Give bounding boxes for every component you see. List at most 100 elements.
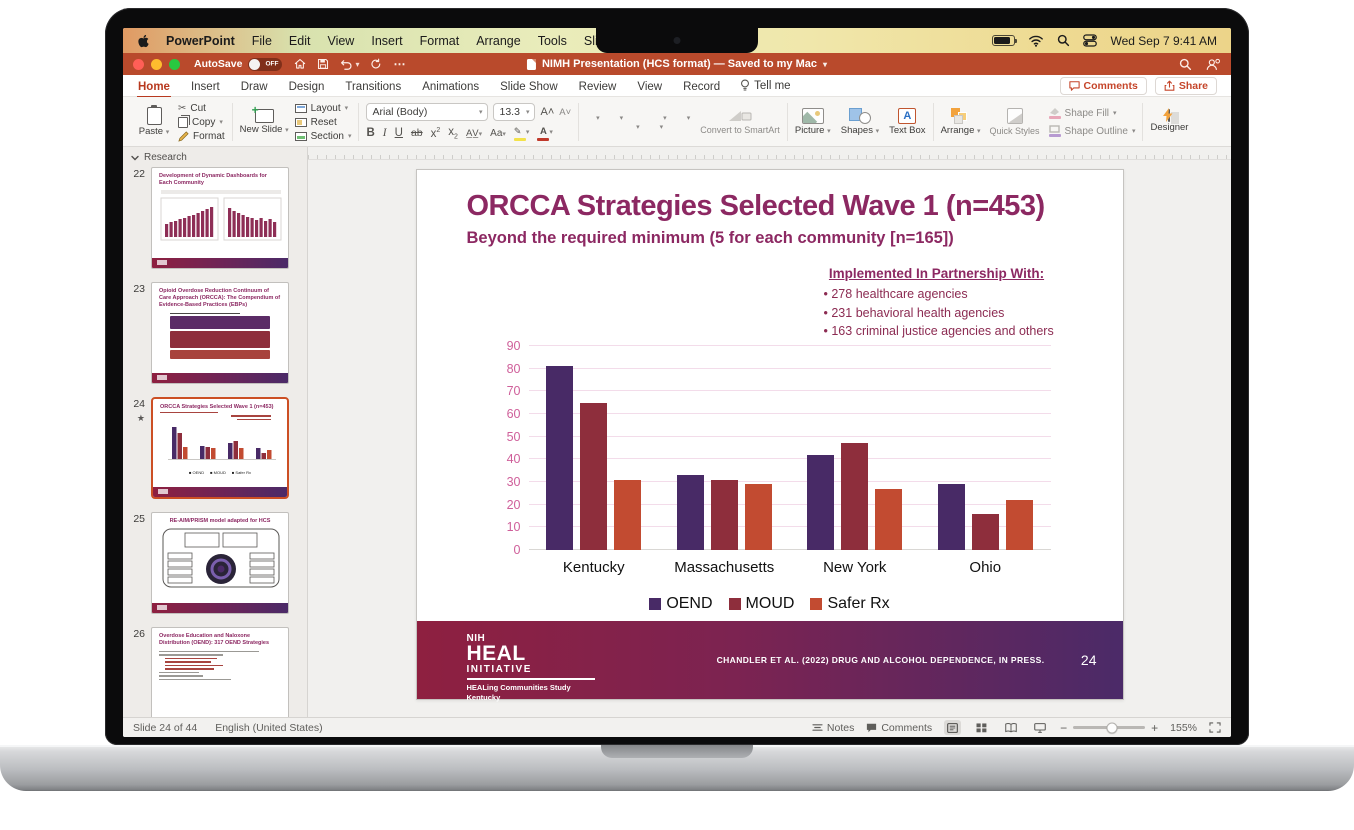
paste-button[interactable]: Paste ▾ xyxy=(136,104,172,137)
section-header[interactable]: Research xyxy=(123,150,307,167)
menu-edit[interactable]: Edit xyxy=(288,33,311,48)
zoom-slider[interactable] xyxy=(1073,722,1146,733)
slide-subtitle[interactable]: Beyond the required minimum (5 for each … xyxy=(466,229,954,247)
section-button[interactable]: Section ▾ xyxy=(294,131,351,142)
search-icon[interactable] xyxy=(1179,58,1192,71)
slide-sorter-view-button[interactable] xyxy=(973,720,990,735)
tab-transitions[interactable]: Transitions xyxy=(345,80,402,93)
reading-view-button[interactable] xyxy=(1002,720,1019,735)
menu-powerpoint[interactable]: PowerPoint xyxy=(166,33,235,48)
superscript-button[interactable]: x2 xyxy=(430,126,441,140)
underline-button[interactable]: U xyxy=(394,127,403,139)
control-center-icon[interactable] xyxy=(1083,34,1098,47)
tab-record[interactable]: Record xyxy=(683,80,721,93)
bar-oend[interactable] xyxy=(546,366,574,550)
menu-file[interactable]: File xyxy=(251,33,272,48)
undo-icon[interactable] xyxy=(340,58,353,70)
slide-canvas[interactable]: ORCCA Strategies Selected Wave 1 (n=453)… xyxy=(415,169,1124,702)
notes-button[interactable]: Notes xyxy=(812,722,854,734)
spotlight-search-icon[interactable] xyxy=(1057,34,1070,47)
menu-view[interactable]: View xyxy=(327,33,355,48)
bar-safer-rx[interactable] xyxy=(875,488,903,550)
slide-thumbnail-24-selected[interactable]: 24 ★ ORCCA Strategies Selected Wave 1 (n… xyxy=(123,397,307,499)
font-name-combo[interactable]: Arial (Body) ▾ xyxy=(366,103,489,121)
bar-safer-rx[interactable] xyxy=(614,479,642,550)
collaborators-icon[interactable] xyxy=(1206,58,1221,71)
more-tools-icon[interactable]: ⋯ xyxy=(393,57,407,71)
ruler[interactable] xyxy=(308,147,1231,160)
tell-me-button[interactable]: Tell me xyxy=(740,79,791,92)
share-button[interactable]: Share xyxy=(1154,76,1217,95)
change-case-button[interactable]: Aa▾ xyxy=(490,127,506,139)
partnership-text-block[interactable]: Implemented In Partnership With: 278 hea… xyxy=(772,266,1102,343)
cut-button[interactable]: ✂ Cut xyxy=(178,102,206,114)
bar-oend[interactable] xyxy=(676,475,704,550)
bar-oend[interactable] xyxy=(937,484,965,550)
document-title-area[interactable]: NIMH Presentation (HCS format) — Saved t… xyxy=(526,58,827,70)
menu-arrange[interactable]: Arrange xyxy=(476,33,521,48)
zoom-slider-thumb[interactable] xyxy=(1106,722,1118,733)
layout-button[interactable]: Layout ▾ xyxy=(294,103,352,114)
picture-button[interactable]: Picture ▾ xyxy=(795,107,831,136)
undo-dropdown-chevron[interactable]: ▾ xyxy=(355,59,360,69)
increase-font-button[interactable]: A˄ xyxy=(540,106,555,118)
menu-insert[interactable]: Insert xyxy=(371,33,403,48)
character-spacing-button[interactable]: A̲V̲▾ xyxy=(465,127,483,139)
tab-draw[interactable]: Draw xyxy=(240,80,268,93)
save-icon[interactable] xyxy=(317,58,329,70)
slideshow-view-button[interactable] xyxy=(1031,720,1048,735)
tab-design[interactable]: Design xyxy=(288,80,325,93)
subscript-button[interactable]: x2 xyxy=(448,125,458,141)
wifi-icon[interactable] xyxy=(1028,34,1044,47)
bold-button[interactable]: B xyxy=(366,127,375,139)
comments-toggle-button[interactable]: Comments xyxy=(866,722,932,734)
shape-fill-button[interactable]: Shape Fill ▾ xyxy=(1048,107,1136,119)
copy-button[interactable]: Copy ▾ xyxy=(178,114,225,128)
bar-moud[interactable] xyxy=(580,402,608,550)
bar-moud[interactable] xyxy=(841,443,869,550)
autosave-toggle[interactable]: OFF xyxy=(248,57,283,71)
tab-animations[interactable]: Animations xyxy=(422,80,480,93)
menubar-clock[interactable]: Wed Sep 7 9:41 AM xyxy=(1110,33,1217,48)
zoom-level[interactable]: 155% xyxy=(1170,721,1197,734)
apple-menu[interactable] xyxy=(137,34,150,48)
battery-icon[interactable] xyxy=(992,35,1018,46)
close-window-button[interactable] xyxy=(133,58,144,70)
normal-view-button[interactable] xyxy=(944,720,962,735)
tab-review[interactable]: Review xyxy=(578,80,617,93)
home-icon[interactable] xyxy=(294,58,306,70)
slide-thumbnail-26[interactable]: 26 Overdose Education and Naloxone Distr… xyxy=(123,627,307,717)
comments-button[interactable]: Comments xyxy=(1059,76,1147,95)
menu-format[interactable]: Format xyxy=(419,33,460,48)
bar-safer-rx[interactable] xyxy=(1005,500,1033,550)
redo-icon[interactable] xyxy=(370,58,382,70)
language-indicator[interactable]: English (United States) xyxy=(215,721,323,734)
slide-thumbnail-22[interactable]: 22 Development of Dynamic Dashboards for… xyxy=(123,167,307,269)
slide-thumbnail-23[interactable]: 23 Opioid Overdose Reduction Continuum o… xyxy=(123,282,307,384)
menu-tools[interactable]: Tools xyxy=(537,33,567,48)
zoom-window-button[interactable] xyxy=(169,58,180,70)
tab-home[interactable]: Home xyxy=(137,77,171,98)
shape-outline-button[interactable]: Shape Outline ▾ xyxy=(1048,125,1135,137)
italic-button[interactable]: I xyxy=(382,127,387,139)
decrease-font-button[interactable]: A˅ xyxy=(559,106,572,118)
designer-button[interactable]: Designer xyxy=(1150,108,1188,133)
new-slide-button[interactable]: New Slide ▾ xyxy=(240,103,289,135)
bar-safer-rx[interactable] xyxy=(744,484,772,550)
shapes-button[interactable]: Shapes ▾ xyxy=(841,107,879,136)
minimize-window-button[interactable] xyxy=(151,58,162,70)
font-color-button[interactable]: A ▾ xyxy=(537,125,553,141)
bar-moud[interactable] xyxy=(971,513,999,550)
text-box-button[interactable]: A Text Box xyxy=(889,107,926,136)
slide-thumbnail-25[interactable]: 25 RE-AIM/PRISM model adapted for HCS xyxy=(123,512,307,614)
tab-view[interactable]: View xyxy=(637,80,663,93)
bar-oend[interactable] xyxy=(807,454,835,550)
fit-to-window-icon[interactable] xyxy=(1209,722,1221,733)
tab-insert[interactable]: Insert xyxy=(190,80,220,93)
bar-chart[interactable]: 0 10 20 30 40 50 60 70 80 90 Kentucky Massachusett… xyxy=(495,338,1053,590)
font-size-combo[interactable]: 13.3 ▾ xyxy=(493,103,536,121)
zoom-in-button[interactable]: + xyxy=(1151,720,1159,735)
reset-button[interactable]: Reset xyxy=(294,117,352,128)
quick-styles-button[interactable]: Quick Styles xyxy=(990,107,1040,136)
convert-to-smartart-button[interactable]: Convert to SmartArt xyxy=(700,109,780,135)
